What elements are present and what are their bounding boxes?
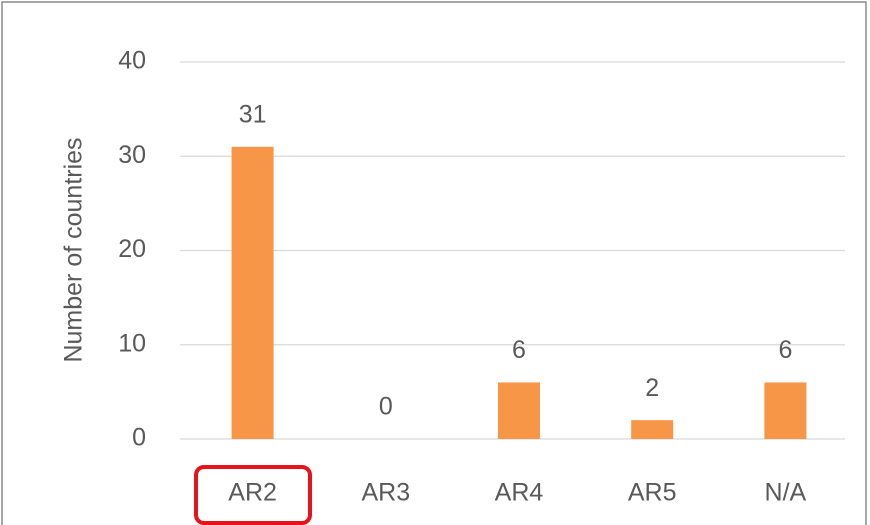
highlight-box <box>194 465 312 525</box>
y-tick-label: 20 <box>118 235 146 263</box>
x-tick-label: AR4 <box>495 479 544 507</box>
bar <box>631 420 674 439</box>
data-label: 6 <box>512 336 526 364</box>
data-label: 2 <box>645 374 659 402</box>
y-axis-label: Number of countries <box>60 137 88 362</box>
y-tick-label: 30 <box>118 141 146 169</box>
x-tick-label: AR5 <box>628 479 677 507</box>
bar <box>764 382 807 439</box>
y-tick-label: 10 <box>118 329 146 357</box>
data-label: 0 <box>379 393 393 421</box>
data-label: 6 <box>778 336 792 364</box>
data-label: 31 <box>239 100 267 128</box>
x-tick-label: N/A <box>765 479 807 507</box>
x-tick-label: AR2 <box>228 479 277 507</box>
y-tick-label: 40 <box>118 47 146 75</box>
x-tick-label: AR3 <box>361 479 410 507</box>
bar <box>231 146 274 439</box>
y-tick-label: 0 <box>132 424 146 452</box>
bar <box>498 382 540 439</box>
